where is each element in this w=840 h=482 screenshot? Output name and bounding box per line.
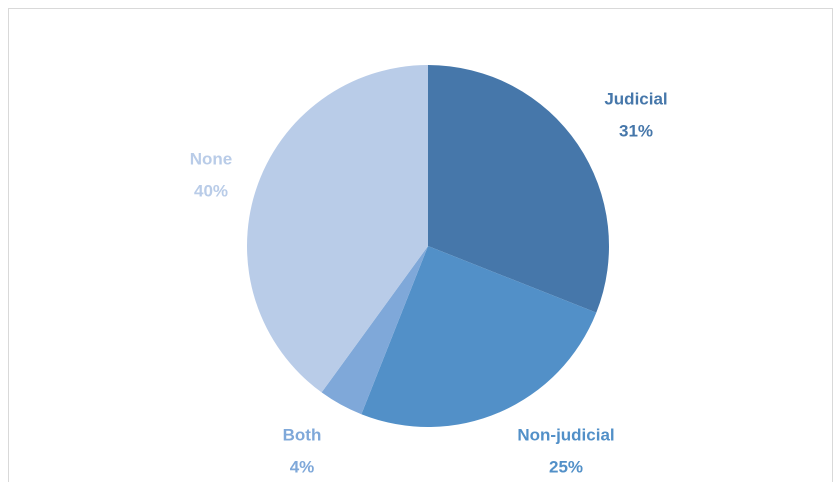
category-label: Judicial [604,89,667,108]
value-label: 25% [549,457,583,476]
value-label: 31% [619,121,653,140]
pie-slice [428,65,609,313]
category-label: Non-judicial [517,425,614,444]
category-label: None [190,149,233,168]
pie-slice [321,246,428,415]
pie-slice [247,65,428,393]
chart-frame [8,8,833,482]
category-label: Both [283,425,322,444]
value-label: 4% [290,457,315,476]
value-label: 40% [194,181,228,200]
pie-slice [361,246,597,428]
